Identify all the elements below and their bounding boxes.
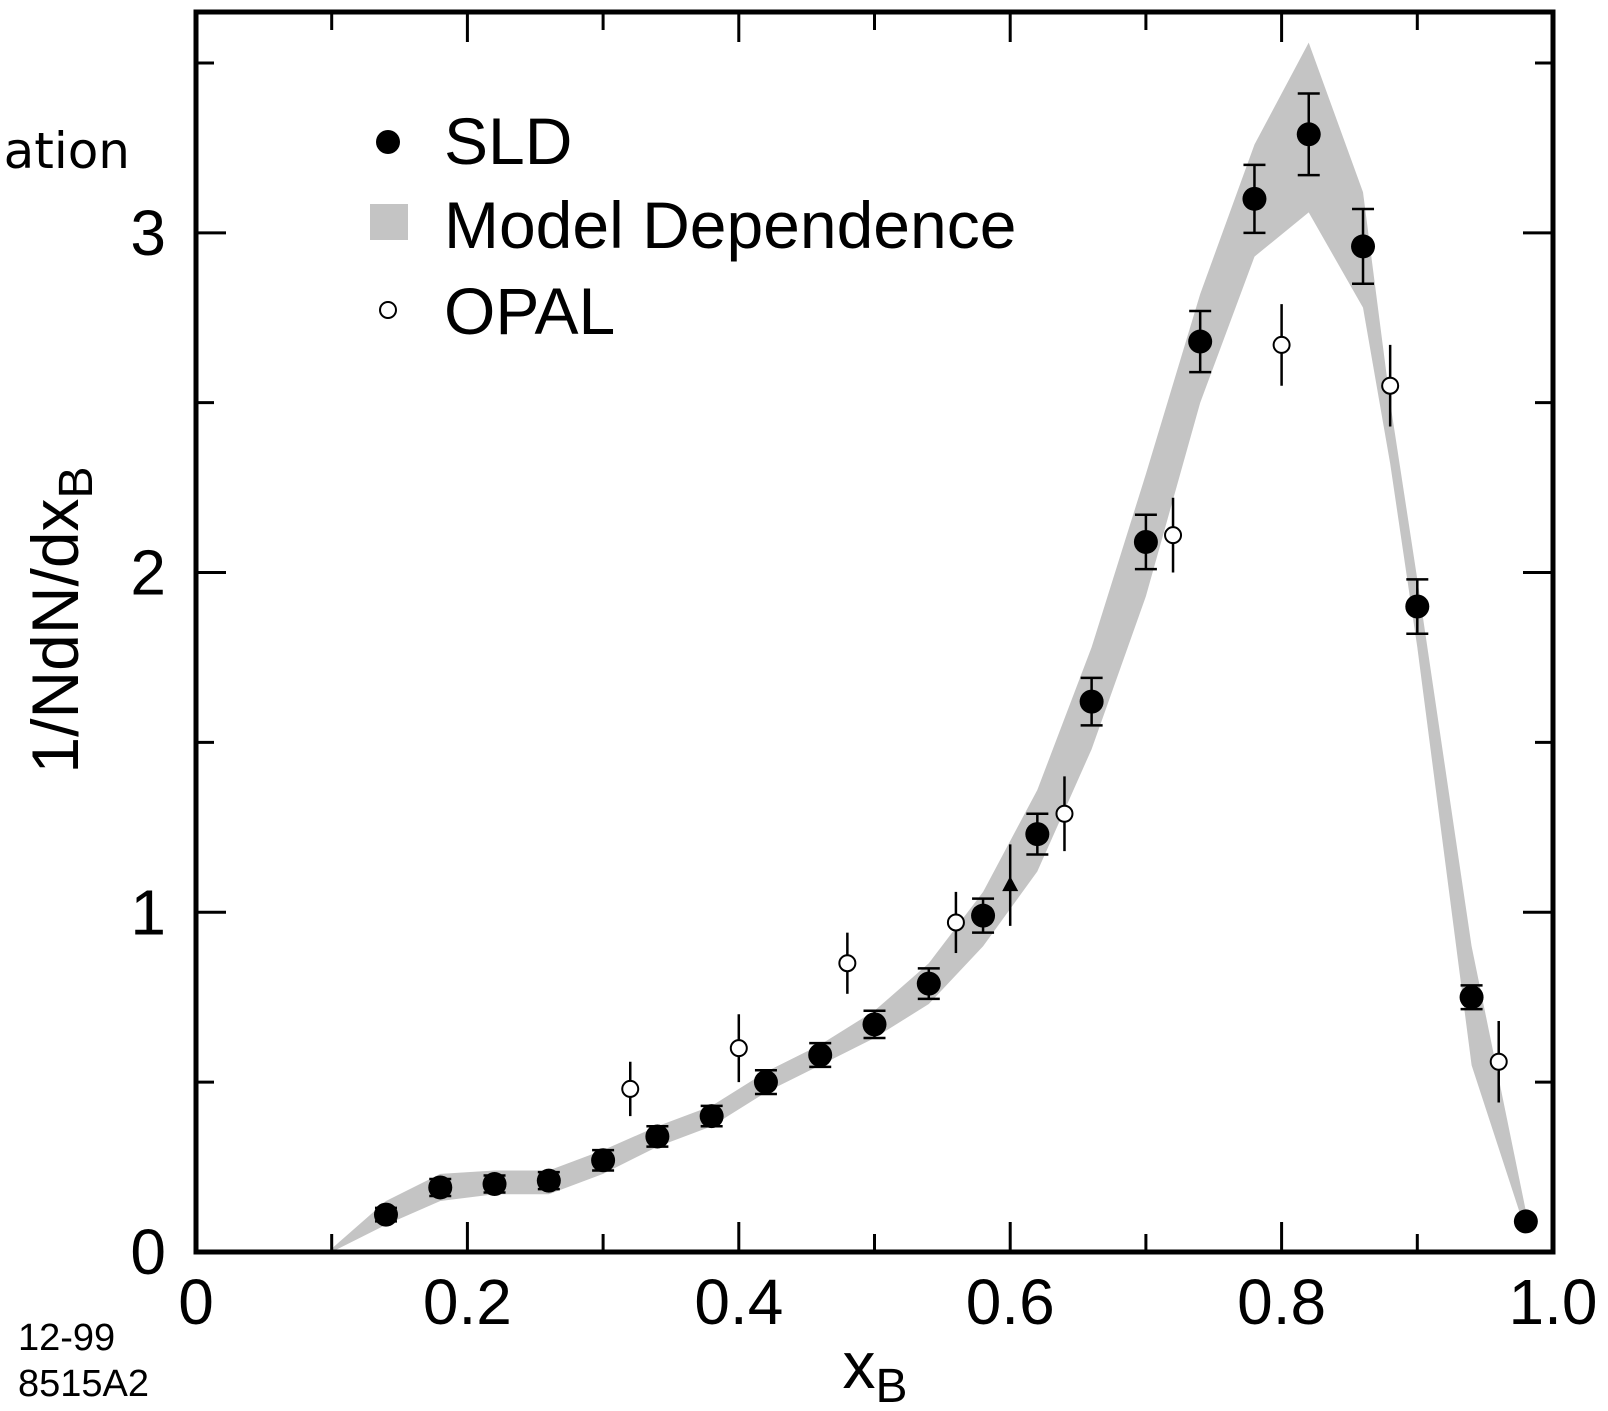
figure-id-line-1: 12-99 bbox=[18, 1317, 115, 1359]
opal-point bbox=[1164, 526, 1183, 545]
sld-point bbox=[1296, 122, 1321, 147]
sld-point bbox=[1459, 985, 1484, 1010]
sld-point bbox=[645, 1124, 670, 1149]
opal-point bbox=[621, 1079, 640, 1098]
x-axis-title: xB bbox=[842, 1328, 907, 1411]
error-bars bbox=[374, 92, 1500, 1223]
axis-ticks bbox=[194, 12, 1555, 1254]
y-tick-label: 3 bbox=[130, 197, 166, 269]
sld-point bbox=[808, 1042, 833, 1067]
sld-point bbox=[1351, 234, 1376, 259]
x-tick-label: 0.4 bbox=[694, 1266, 783, 1338]
sld-point bbox=[1242, 186, 1267, 211]
sld-point bbox=[1133, 529, 1158, 554]
sld-point bbox=[1079, 689, 1104, 714]
sld-point bbox=[482, 1172, 507, 1197]
opal-point bbox=[1489, 1052, 1508, 1071]
sld-point bbox=[1513, 1209, 1538, 1234]
x-tick-label: 0.6 bbox=[966, 1266, 1055, 1338]
sld-point bbox=[1405, 594, 1430, 619]
legend-sld-marker bbox=[376, 130, 400, 154]
sld-point bbox=[862, 1012, 887, 1037]
page-fragment-text: ation bbox=[4, 122, 130, 180]
legend: SLD Model Dependence OPAL bbox=[370, 104, 1016, 348]
sld-point bbox=[971, 903, 996, 928]
sld-point bbox=[591, 1148, 616, 1173]
opal-point bbox=[1272, 335, 1291, 354]
triangle-point bbox=[1002, 876, 1019, 892]
opal-point bbox=[729, 1039, 748, 1058]
x-axis-title-subscript: B bbox=[875, 1360, 907, 1411]
sld-point bbox=[428, 1175, 453, 1200]
y-axis-title-subscript: B bbox=[50, 466, 103, 498]
sld-point bbox=[536, 1168, 561, 1193]
y-tick-label: 1 bbox=[130, 876, 166, 948]
legend-model-dependence-label: Model Dependence bbox=[444, 188, 1016, 262]
legend-opal-label: OPAL bbox=[444, 274, 615, 348]
x-tick-label: 0.2 bbox=[423, 1266, 512, 1338]
sld-point bbox=[373, 1202, 398, 1227]
y-axis-title-main: 1/NdN/dx bbox=[18, 498, 92, 773]
x-tick-label: 0 bbox=[178, 1266, 214, 1338]
y-tick-label: 0 bbox=[130, 1216, 166, 1288]
opal-point bbox=[1381, 376, 1400, 395]
legend-sld-label: SLD bbox=[444, 104, 572, 178]
legend-model-dependence-swatch bbox=[370, 204, 408, 240]
x-axis-title-main: x bbox=[842, 1328, 875, 1402]
opal-point bbox=[838, 954, 857, 973]
sld-point bbox=[1188, 329, 1213, 354]
sld-point bbox=[916, 971, 941, 996]
opal-point bbox=[1055, 804, 1074, 823]
figure-id-line-2: 8515A2 bbox=[18, 1363, 149, 1405]
y-tick-label: 2 bbox=[130, 537, 166, 609]
legend-opal-marker bbox=[379, 301, 397, 319]
sld-point bbox=[1025, 822, 1050, 847]
opal-point bbox=[946, 913, 965, 932]
axis-tick-labels: 0 0.2 0.4 0.6 0.8 1.0 0 1 2 3 bbox=[130, 197, 1597, 1338]
sld-point bbox=[753, 1070, 778, 1095]
sld-point bbox=[699, 1104, 724, 1129]
x-tick-label: 0.8 bbox=[1237, 1266, 1326, 1338]
y-axis-title: 1/NdN/dxB bbox=[18, 466, 103, 773]
x-tick-label: 1.0 bbox=[1509, 1266, 1598, 1338]
data-markers bbox=[373, 122, 1538, 1234]
